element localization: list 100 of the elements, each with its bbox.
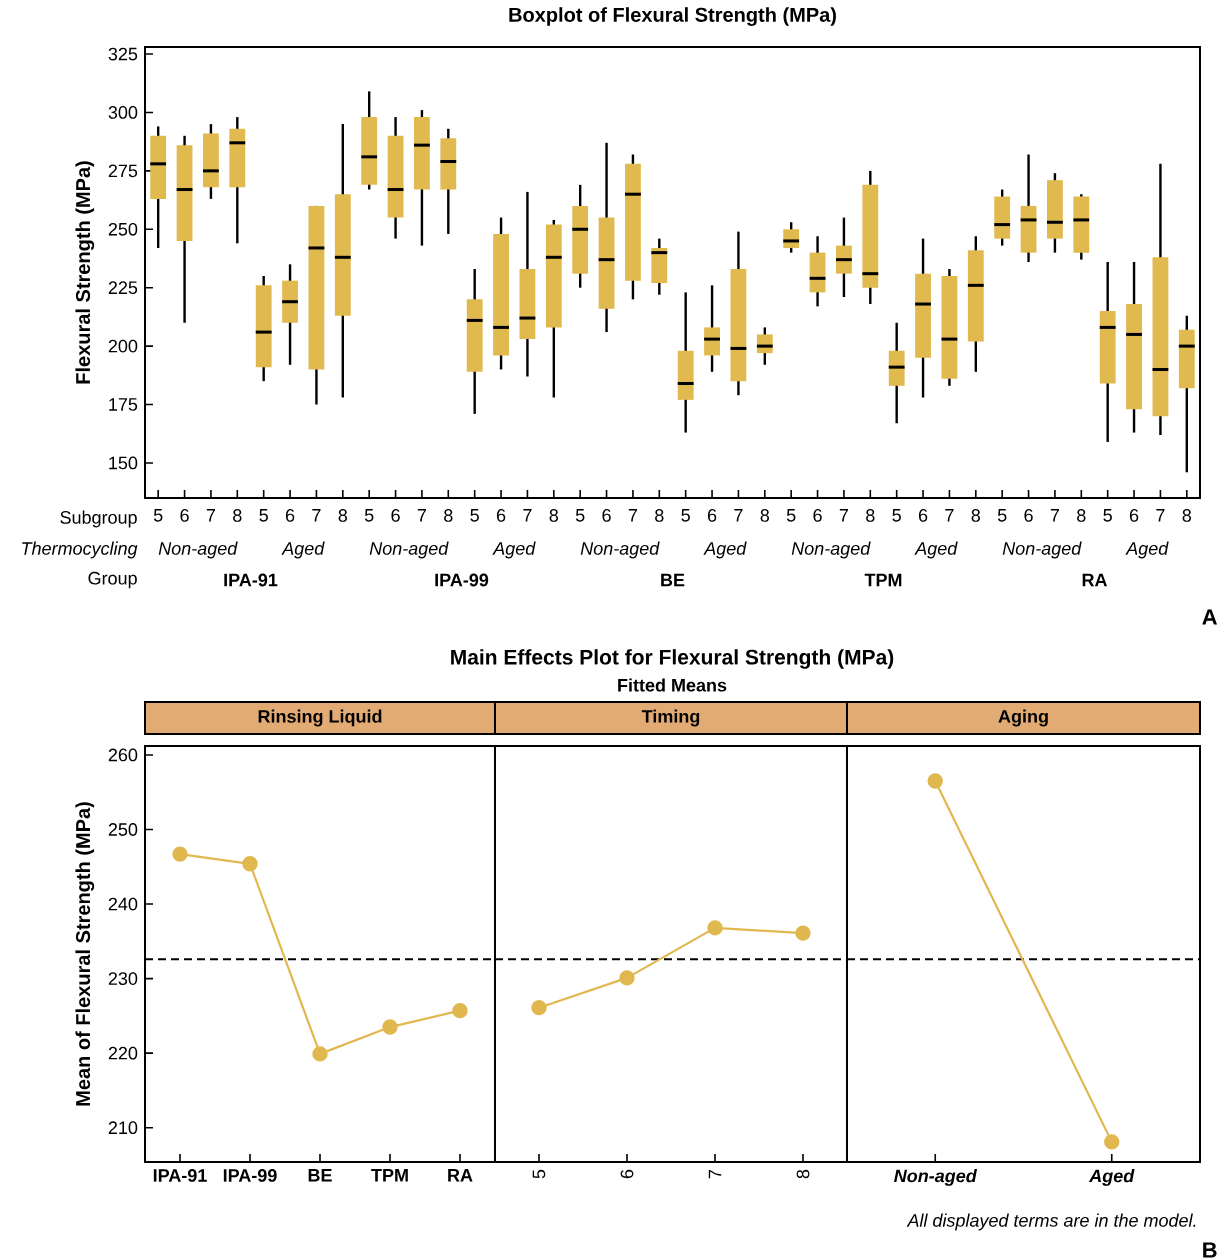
text: RA: [1082, 573, 1107, 587]
x-tick-label: 6: [1024, 509, 1033, 522]
x-tick-label: 8: [1182, 509, 1192, 522]
x-tick-label: 7: [734, 509, 743, 522]
x-tick-label: 7: [206, 509, 216, 522]
x-tick-label: 5: [1103, 509, 1112, 522]
point: [795, 925, 811, 941]
point: [242, 856, 258, 872]
x-tick-label: 6: [496, 509, 506, 522]
x-tick-label: 8: [971, 509, 981, 522]
y-tick-label: 150: [109, 456, 138, 470]
y-tick-label: 250: [108, 823, 138, 836]
chart-title: Aging: [998, 709, 1048, 727]
text: Aged: [914, 541, 958, 559]
x-tick-label: 5: [532, 1169, 546, 1179]
x-tick-label: 8: [233, 509, 242, 522]
x-tick-label: 8: [338, 509, 348, 522]
x-tick-label: 6: [391, 509, 400, 522]
x-tick-label: Aged: [1088, 1169, 1135, 1186]
x-tick-label: 5: [470, 509, 479, 522]
y-tick-label: 210: [108, 1121, 138, 1135]
x-tick-label: 8: [760, 509, 770, 522]
x-tick-label: 6: [180, 509, 189, 522]
text: Aged: [703, 541, 747, 559]
x-tick-label: 5: [892, 509, 901, 522]
y-tick-label: 240: [108, 897, 138, 911]
y-tick-label: 260: [108, 748, 138, 762]
x-tick-label: 5: [997, 509, 1007, 522]
text: BE: [661, 573, 685, 587]
text: Group: [88, 571, 137, 589]
y-tick-label: 325: [108, 47, 138, 61]
x-tick-label: 7: [1156, 509, 1165, 522]
x-tick-label: 5: [681, 509, 690, 522]
y-tick-label: 230: [108, 972, 138, 985]
x-tick-label: 7: [417, 509, 427, 522]
x-tick-label: 6: [1129, 509, 1139, 522]
x-tick-label: 6: [602, 509, 611, 522]
x-tick-label: Non-aged: [894, 1169, 978, 1186]
x-tick-label: 7: [708, 1169, 722, 1179]
text: All displayed terms are in the model.: [906, 1213, 1196, 1231]
x-tick-label: 8: [549, 509, 559, 522]
text: Aged: [492, 541, 536, 559]
x-tick-label: 7: [523, 509, 532, 522]
text: Main Effects Plot for Flexural Strength (MPa): [451, 649, 894, 669]
text: Fitted Means: [618, 678, 727, 692]
text: Subgroup: [60, 510, 137, 528]
text: Non-aged: [158, 541, 238, 559]
text: IPA-91: [224, 573, 278, 587]
text: Non-aged: [791, 541, 871, 559]
x-tick-label: 8: [1077, 509, 1086, 522]
text: IPA-99: [435, 573, 489, 587]
x-tick-label: 8: [796, 1169, 810, 1179]
point: [312, 1046, 328, 1062]
x-tick-label: IPA-99: [223, 1169, 277, 1182]
x-tick-label: 8: [866, 509, 875, 522]
point: [531, 999, 547, 1016]
x-tick-label: 5: [575, 509, 585, 522]
y-tick-label: 175: [109, 398, 138, 411]
y-tick-label: 225: [108, 281, 138, 295]
point: [619, 970, 635, 986]
chart-title: Rinsing Liquid: [258, 709, 382, 727]
x-tick-label: 7: [945, 509, 954, 522]
text: Thermocycling: [22, 541, 138, 559]
x-tick-label: 6: [285, 509, 295, 522]
y-tick-label: 200: [108, 339, 138, 353]
x-tick-label: IPA-91: [153, 1169, 207, 1182]
text: Aged: [1125, 541, 1169, 559]
x-tick-label: 5: [786, 509, 796, 522]
y-tick-label: 220: [108, 1046, 138, 1060]
x-tick-label: 8: [655, 509, 664, 522]
x-tick-label: 7: [628, 509, 638, 522]
x-tick-label: 6: [707, 509, 717, 522]
y-tick-label: 300: [108, 106, 138, 119]
chart-title: Boxplot of Flexural Strength (MPa): [509, 7, 836, 26]
text: Non-aged: [1002, 541, 1082, 559]
x-tick-label: 6: [620, 1169, 634, 1179]
text: B: [1203, 1242, 1217, 1258]
text: A: [1202, 609, 1218, 625]
x-tick-label: 6: [813, 509, 822, 522]
text: Non-aged: [580, 541, 660, 559]
point: [172, 846, 188, 862]
text: Aged: [281, 541, 325, 559]
y-axis-title: Flexural Strength (MPa): [75, 161, 95, 384]
y-tick-label: 275: [108, 164, 138, 178]
x-tick-label: 5: [364, 509, 374, 522]
text: TPM: [864, 573, 902, 587]
chart-title: Timing: [641, 709, 700, 727]
point: [707, 920, 723, 936]
point: [452, 1002, 468, 1019]
x-tick-label: 5: [153, 509, 163, 522]
x-tick-label: BE: [308, 1169, 332, 1182]
text: Non-aged: [369, 541, 449, 559]
x-tick-label: 7: [839, 509, 849, 522]
y-tick-label: 250: [108, 222, 138, 236]
y-axis-title: Mean of Flexural Strength (MPa): [75, 802, 95, 1106]
x-tick-label: 7: [312, 509, 321, 522]
x-tick-label: 8: [444, 509, 453, 522]
x-tick-label: RA: [448, 1169, 473, 1182]
x-tick-label: 7: [1050, 509, 1060, 522]
x-tick-label: TPM: [371, 1169, 408, 1182]
